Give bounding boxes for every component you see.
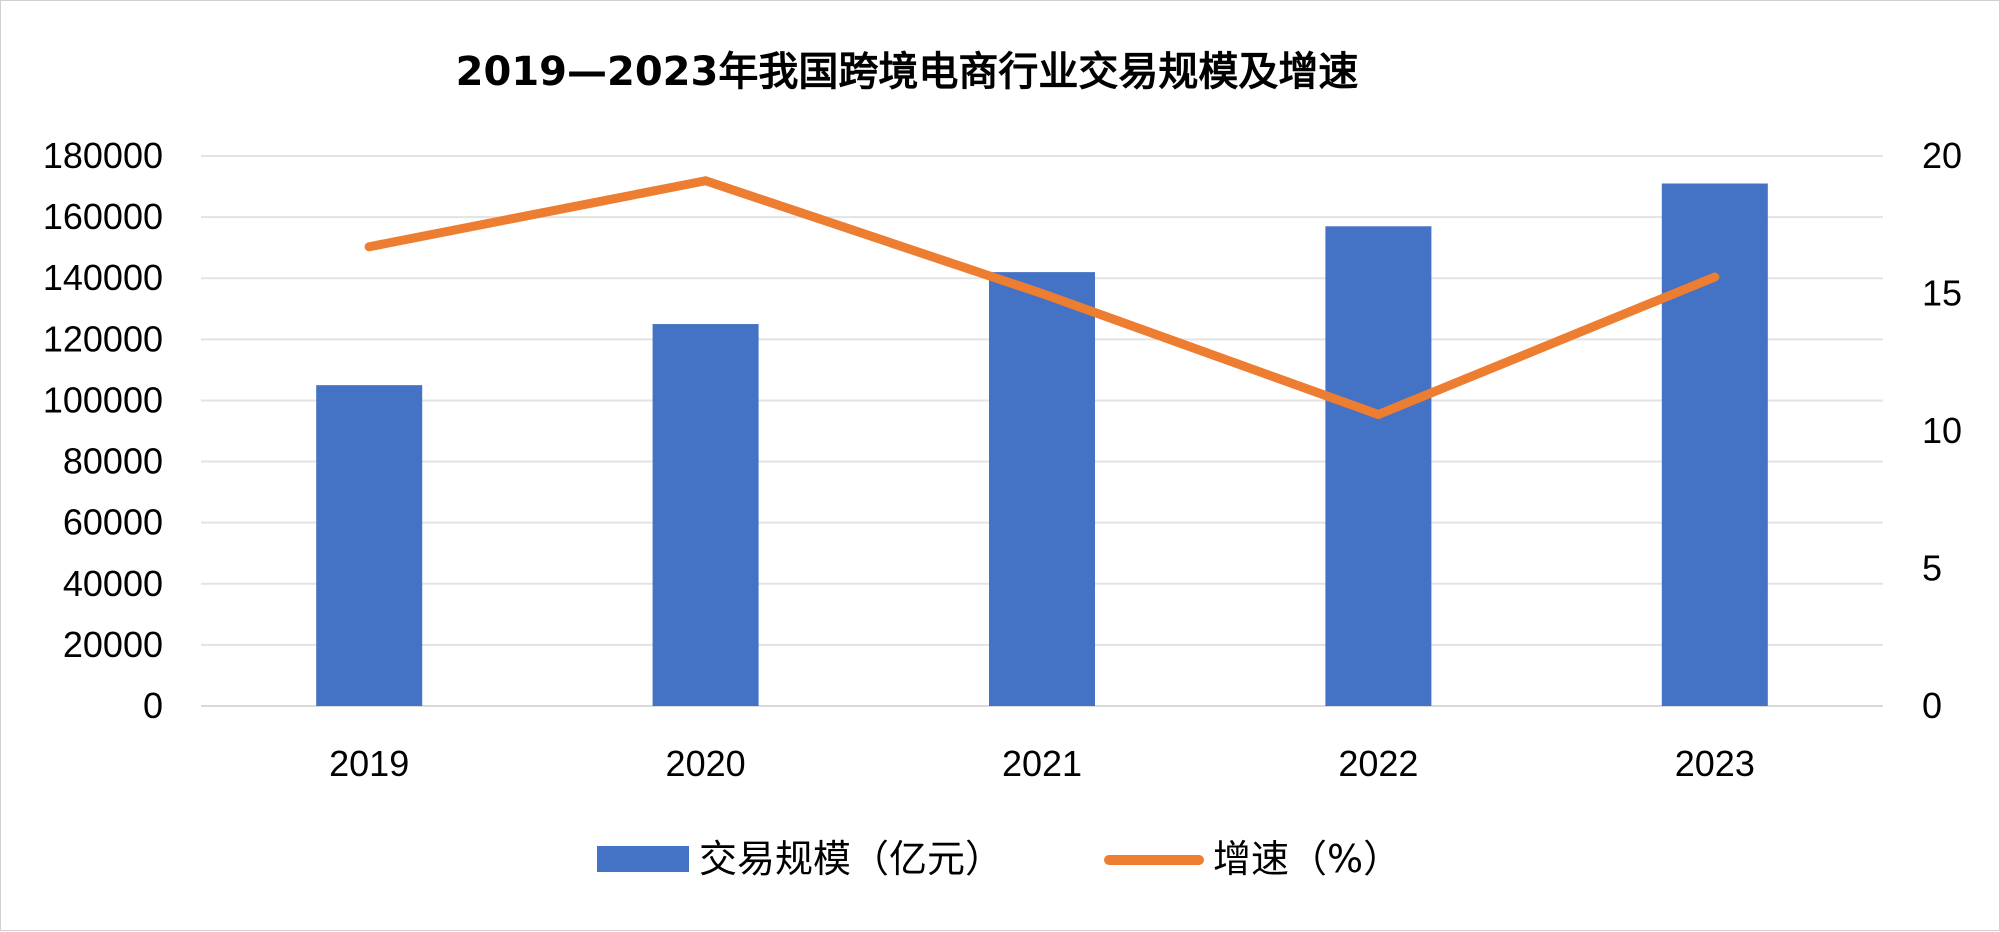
x-tick-label: 2023 <box>1675 743 1755 784</box>
right-tick-label: 20 <box>1922 135 1962 176</box>
bar-series <box>316 183 1768 706</box>
right-tick-label: 0 <box>1922 685 1942 726</box>
right-tick-label: 10 <box>1922 410 1962 451</box>
x-tick-label: 2019 <box>329 743 409 784</box>
left-tick-label: 60000 <box>63 502 163 543</box>
line-point <box>1710 272 1720 282</box>
right-tick-label: 15 <box>1922 273 1962 314</box>
x-axis: 2019 2020 2021 2022 2023 <box>329 743 1755 784</box>
left-y-axis: 0 20000 40000 60000 80000 100000 120000 140000 1… <box>43 135 163 726</box>
left-tick-label: 160000 <box>43 196 163 237</box>
right-y-axis: 0 5 10 15 20 <box>1922 135 1962 726</box>
legend-label-line: 增速（%） <box>1213 837 1401 881</box>
left-tick-label: 180000 <box>43 135 163 176</box>
x-tick-label: 2022 <box>1338 743 1418 784</box>
left-tick-label: 100000 <box>43 379 163 420</box>
line-point <box>701 176 711 186</box>
left-tick-label: 40000 <box>63 563 163 604</box>
bar <box>652 324 759 706</box>
line-point <box>1373 410 1383 419</box>
legend-swatch-bar <box>597 846 689 872</box>
left-tick-label: 80000 <box>63 441 163 482</box>
bar <box>1661 183 1768 706</box>
line-point <box>1037 289 1047 298</box>
chart-title: 2019—2023年我国跨境电商行业交易规模及增速 <box>456 49 1359 95</box>
x-tick-label: 2020 <box>666 743 746 784</box>
left-tick-label: 0 <box>143 685 163 726</box>
legend-label-bar: 交易规模（亿元） <box>699 837 1003 881</box>
line-series <box>364 176 1720 419</box>
left-tick-label: 140000 <box>43 257 163 298</box>
bar <box>989 272 1095 706</box>
left-tick-label: 20000 <box>63 624 163 665</box>
line-point <box>364 242 374 252</box>
x-tick-label: 2021 <box>1002 743 1082 784</box>
bar <box>1325 226 1432 706</box>
legend: 交易规模（亿元） 增速（%） <box>597 837 1401 881</box>
right-tick-label: 5 <box>1922 548 1942 589</box>
bar <box>316 385 423 706</box>
left-tick-label: 120000 <box>43 318 163 359</box>
